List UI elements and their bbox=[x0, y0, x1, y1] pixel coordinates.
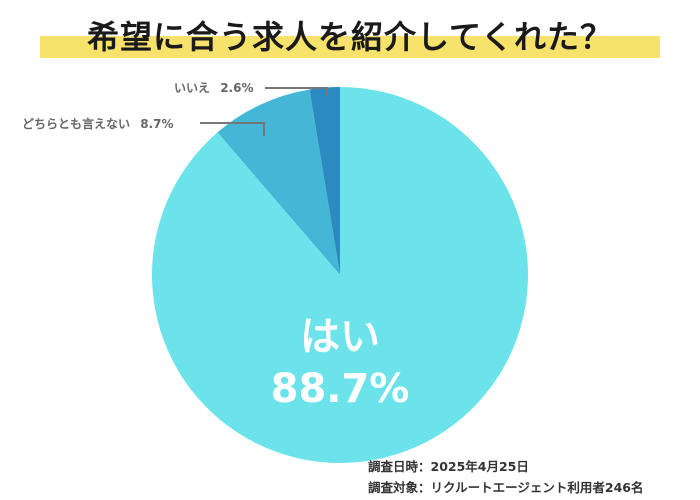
pie-slices bbox=[152, 87, 529, 463]
pie-slice-iie bbox=[309, 87, 340, 275]
title-area: 希望に合う求人を紹介してくれた？ bbox=[0, 6, 700, 66]
slice-label-hai: はい bbox=[300, 314, 380, 360]
survey-notes: 調査日時：2025年4月25日 調査対象：リクルートエージェント利用者246名 bbox=[368, 456, 643, 498]
leader-line-dochira bbox=[200, 122, 265, 136]
survey-target: 調査対象：リクルートエージェント利用者246名 bbox=[368, 480, 644, 495]
slice-label-iie: いいえ 2.6% bbox=[174, 81, 253, 95]
pie-slice-hai bbox=[152, 87, 529, 463]
pie-slice-dochira bbox=[217, 89, 340, 275]
leader-line-iie bbox=[265, 87, 328, 96]
chart-title: 希望に合う求人を紹介してくれた？ bbox=[86, 18, 614, 56]
title-highlight bbox=[40, 36, 660, 58]
survey-date: 調査日時：2025年4月25日 bbox=[368, 459, 529, 474]
slice-value-hai: 88.7% bbox=[271, 366, 410, 412]
slice-label-dochira: どちらとも言えない 8.7% bbox=[22, 116, 173, 131]
